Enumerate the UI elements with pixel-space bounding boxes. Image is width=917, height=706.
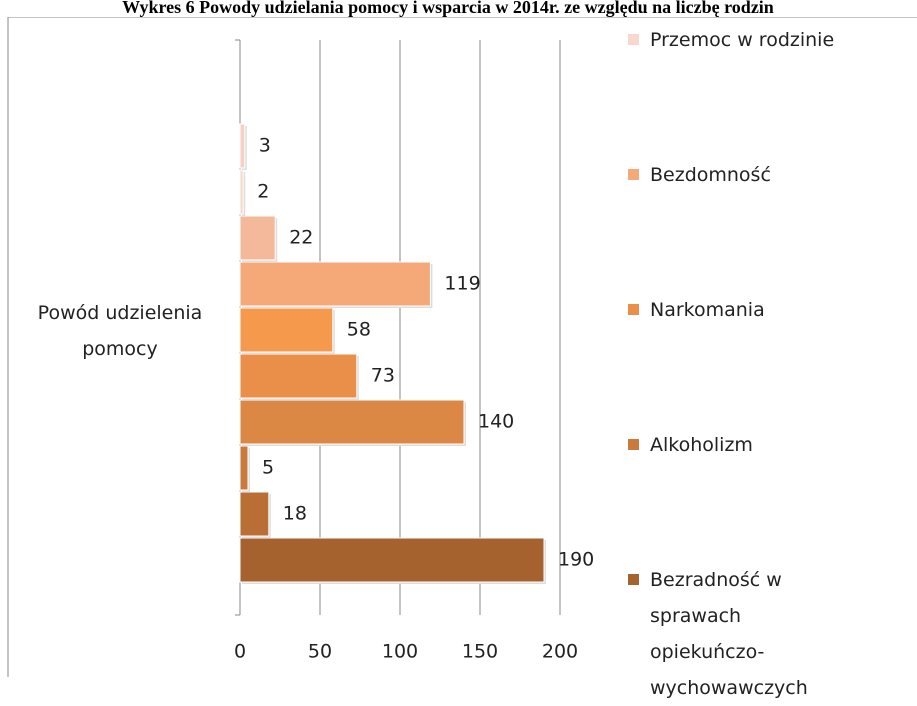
legend-entry: Alkoholizm — [628, 427, 910, 463]
x-tick-label: 150 — [462, 641, 498, 663]
bar — [239, 537, 545, 583]
bar — [239, 169, 244, 215]
legend-label: Bezdomność — [650, 164, 771, 186]
x-tick-label: 200 — [542, 641, 578, 663]
legend-swatch — [628, 574, 639, 585]
chart-title: Wykres 6 Powody udzielania pomocy i wspa… — [122, 0, 774, 17]
data-label: 18 — [283, 503, 307, 525]
legend-entry: Przemoc w rodzinie — [628, 22, 910, 58]
legend-label: Bezradność w sprawach opiekuńczo-wychowa… — [650, 569, 808, 699]
data-label: 140 — [478, 411, 514, 433]
bar — [239, 353, 358, 399]
title-band — [0, 0, 917, 17]
data-label: 22 — [289, 227, 313, 249]
x-tick-label: 50 — [308, 641, 332, 663]
data-label: 73 — [371, 365, 395, 387]
category-label: Powód udzielenia pomocy — [37, 302, 203, 360]
bar — [239, 399, 465, 445]
data-label: 119 — [444, 273, 480, 295]
legend-entry: Narkomania — [628, 292, 910, 328]
bar — [239, 215, 276, 261]
x-tick-label: 0 — [234, 641, 246, 663]
data-label: 3 — [259, 135, 271, 157]
legend-entry: Bezradność w sprawach opiekuńczo-wychowa… — [628, 562, 840, 706]
data-label: 5 — [262, 457, 274, 479]
bar — [239, 123, 246, 169]
x-tick-label: 100 — [382, 641, 418, 663]
data-label: 190 — [558, 549, 594, 571]
legend-swatch — [628, 439, 639, 450]
bar — [239, 445, 249, 491]
legend-entry: Bezdomność — [628, 157, 910, 193]
bar — [239, 261, 431, 307]
bar — [239, 491, 270, 537]
legend-swatch — [628, 169, 639, 180]
data-label: 58 — [347, 319, 371, 341]
legend-swatch — [628, 304, 639, 315]
legend-swatch — [628, 34, 639, 45]
legend-label: Przemoc w rodzinie — [650, 29, 835, 51]
data-label: 2 — [257, 181, 269, 203]
chart: Wykres 6 Powody udzielania pomocy i wspa… — [0, 0, 917, 677]
legend-label: Narkomania — [650, 299, 765, 321]
bar — [239, 307, 334, 353]
legend-label: Alkoholizm — [650, 434, 753, 456]
